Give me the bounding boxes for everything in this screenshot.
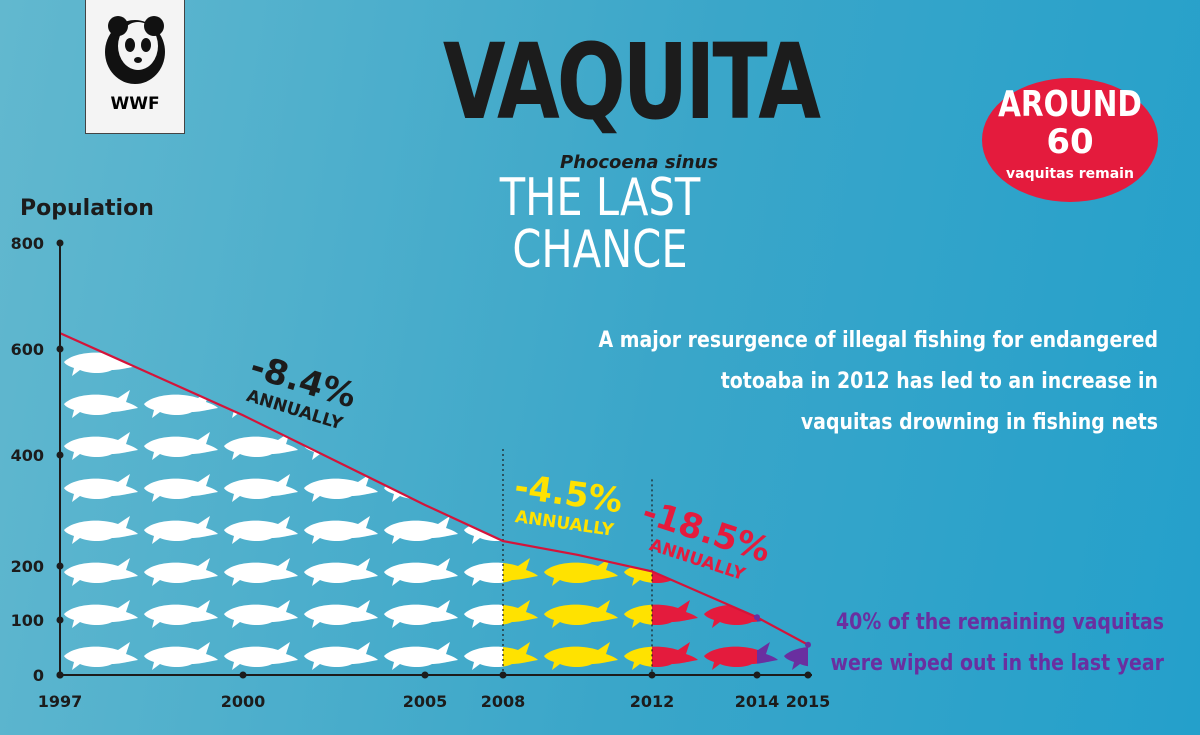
y-tick-label: 800 (11, 234, 44, 253)
y-tick-label: 200 (11, 557, 44, 576)
y-tick-label: 0 (33, 666, 44, 685)
x-tick-mark (648, 671, 656, 679)
x-tick-label: 2008 (481, 692, 526, 711)
x-tick-mark (239, 671, 247, 679)
remaining-badge: AROUND 60 vaquitas remain (982, 78, 1158, 202)
x-tick-label: 2005 (403, 692, 448, 711)
page-title: VAQUITA (442, 21, 821, 143)
y-tick-label: 100 (11, 611, 44, 630)
x-tick-mark (421, 671, 429, 679)
decline-note-line: 40% of the remaining vaquitas (836, 610, 1164, 635)
panda-icon (105, 16, 165, 84)
y-tick-mark (56, 239, 64, 247)
data-point (805, 641, 811, 648)
badge-line-count: 60 (1046, 122, 1094, 162)
area-segment (60, 333, 503, 675)
y-axis-label: Population (20, 196, 154, 221)
x-tick-label: 2000 (221, 692, 266, 711)
wwf-logo: WWF (85, 0, 185, 134)
x-tick-label: 2012 (630, 692, 675, 711)
x-tick-mark (56, 671, 64, 679)
resurgence-note-line: vaquitas drowning in fishing nets (800, 410, 1158, 435)
page-subtitle: THE LAST CHANCE (499, 168, 701, 280)
x-tick-mark (753, 671, 761, 679)
x-tick-label: 2015 (786, 692, 831, 711)
x-tick-label: 1997 (38, 692, 83, 711)
decline-note-line: were wiped out in the last year (830, 651, 1164, 676)
population-line (59, 332, 809, 646)
resurgence-note: A major resurgence of illegal fishing fo… (556, 320, 1158, 443)
x-tick-mark (499, 671, 507, 679)
resurgence-note-line: totoaba in 2012 has led to an increase i… (720, 369, 1158, 394)
y-tick-mark (56, 562, 64, 570)
logo-text: WWF (110, 94, 160, 114)
badge-line-around: AROUND (998, 84, 1142, 125)
species-name: Phocoena sinus (560, 152, 719, 173)
badge-line-remain: vaquitas remain (1006, 166, 1134, 182)
decline-note: 40% of the remaining vaquitas were wiped… (751, 602, 1164, 684)
y-tick-label: 400 (11, 446, 44, 465)
y-tick-mark (56, 451, 64, 459)
area-segment (503, 541, 652, 675)
y-tick-mark (56, 345, 64, 353)
resurgence-note-line: A major resurgence of illegal fishing fo… (598, 328, 1158, 353)
x-tick-mark (804, 671, 812, 679)
x-tick-label: 2014 (735, 692, 780, 711)
y-tick-mark (56, 616, 64, 624)
area-segment (757, 617, 808, 675)
rate-annotation: -4.5%ANNUALLY (512, 467, 625, 541)
y-tick-label: 600 (11, 340, 44, 359)
data-point (754, 614, 760, 621)
area-segment (652, 571, 757, 675)
